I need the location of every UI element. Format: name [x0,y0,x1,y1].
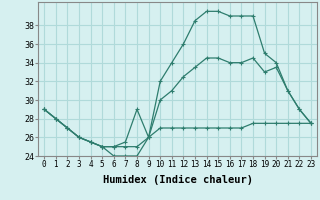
X-axis label: Humidex (Indice chaleur): Humidex (Indice chaleur) [103,175,252,185]
